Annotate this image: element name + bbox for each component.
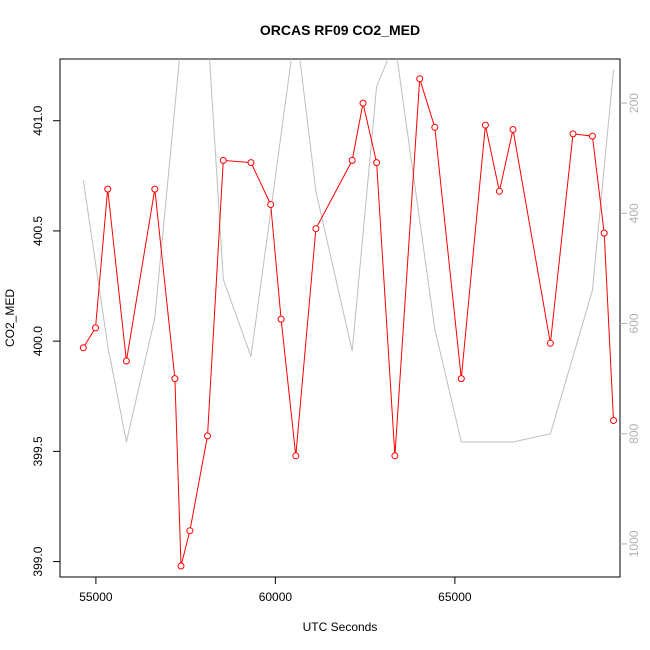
x-tick-label: 55000 — [79, 590, 113, 604]
y2-tick-label: 600 — [627, 313, 641, 333]
data-point — [546, 339, 554, 347]
data-point — [292, 452, 300, 460]
axes-layer: 55000 60000 65000 399.0 399.5 400.0 400.5 401.0… — [31, 93, 641, 604]
y2-tick-label: 200 — [627, 93, 641, 113]
data-point — [359, 99, 367, 107]
data-point — [600, 229, 608, 237]
data-point — [416, 75, 424, 83]
data-point — [373, 159, 381, 167]
data-point — [457, 375, 465, 383]
data-point — [588, 132, 596, 140]
primary-series-line — [82, 78, 614, 567]
data-point — [186, 527, 194, 535]
data-point — [348, 156, 356, 164]
y2-tick-label: 1000 — [627, 530, 641, 557]
x-tick-label: 60000 — [259, 590, 293, 604]
secondary-series-line — [82, 59, 614, 443]
data-point — [391, 452, 399, 460]
chart-title: ORCAS RF09 CO2_MED — [260, 22, 420, 38]
y-axis-label: CO2_MED — [3, 289, 17, 347]
data-point — [495, 187, 503, 195]
data-point — [267, 201, 275, 208]
y2-tick-label: 400 — [627, 203, 641, 223]
y-tick-label: 399.0 — [31, 546, 45, 576]
data-point — [312, 225, 320, 233]
data-point — [79, 344, 87, 352]
primary-series-layer — [79, 75, 617, 570]
data-point — [569, 130, 577, 138]
data-point — [481, 121, 489, 129]
secondary-series-layer — [82, 59, 614, 443]
x-tick-label: 65000 — [438, 590, 472, 604]
data-point — [104, 185, 112, 193]
x-axis-label: UTC Seconds — [303, 620, 378, 634]
data-point — [610, 417, 617, 424]
y-tick-label: 400.0 — [31, 326, 45, 356]
data-point — [92, 324, 99, 332]
y-tick-label: 400.5 — [31, 216, 45, 246]
data-point — [247, 159, 255, 167]
data-point — [431, 123, 439, 131]
y-tick-label: 401.0 — [31, 105, 45, 135]
data-point — [204, 432, 211, 440]
plot-frame — [59, 58, 621, 578]
y2-tick-label: 800 — [627, 423, 641, 443]
data-point — [219, 156, 227, 164]
data-point — [177, 562, 185, 570]
data-point — [151, 185, 159, 193]
y-tick-label: 399.5 — [31, 436, 45, 466]
data-point — [171, 375, 179, 383]
data-point — [509, 126, 517, 133]
data-point — [277, 315, 285, 323]
data-point — [122, 357, 130, 365]
